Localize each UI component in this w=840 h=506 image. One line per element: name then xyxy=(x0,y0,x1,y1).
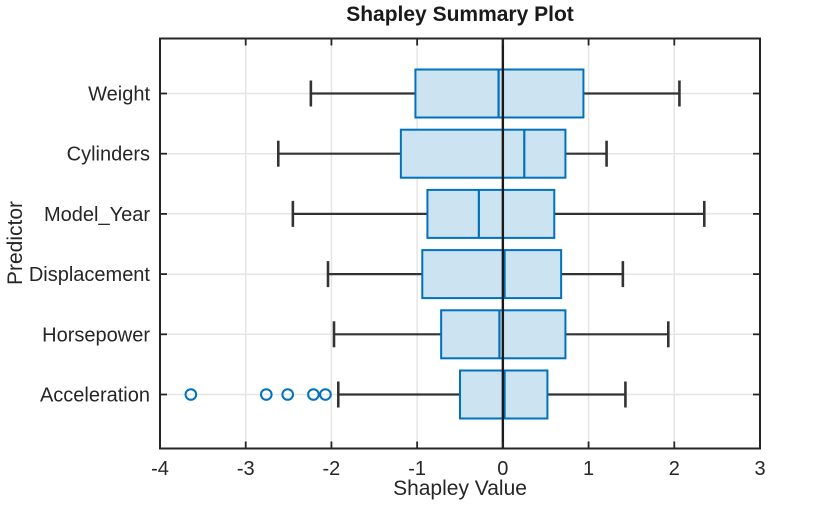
outlier-point-acceleration xyxy=(307,388,320,401)
x-tick-label: 2 xyxy=(669,458,680,480)
plot-border xyxy=(159,37,761,450)
y-category-label: Weight xyxy=(88,84,150,106)
x-tick-label: 0 xyxy=(497,458,508,480)
x-tick-label: -1 xyxy=(408,458,426,480)
x-tick-label: 1 xyxy=(583,458,594,480)
y-category-label: Cylinders xyxy=(67,144,150,166)
outlier-point-acceleration xyxy=(184,388,198,401)
box-cylinders xyxy=(399,128,567,179)
outlier-point-acceleration xyxy=(319,388,332,401)
chart-title: Shapley Summary Plot xyxy=(346,3,574,26)
x-tick-label: -2 xyxy=(323,458,341,480)
x-tick-label: -3 xyxy=(237,458,255,480)
outlier-point-acceleration xyxy=(281,388,295,401)
y-category-label: Horsepower xyxy=(42,324,150,346)
box-displacement xyxy=(421,249,563,300)
x-tick-label: 3 xyxy=(754,458,765,480)
x-tick-label: -4 xyxy=(151,458,169,480)
outlier-point-acceleration xyxy=(259,388,273,401)
box-model_year xyxy=(426,188,556,239)
y-category-label: Acceleration xyxy=(40,385,150,407)
x-axis-label: Shapley Value xyxy=(393,477,527,500)
y-category-label: Displacement xyxy=(29,264,151,286)
y-category-label: Model_Year xyxy=(44,204,150,226)
